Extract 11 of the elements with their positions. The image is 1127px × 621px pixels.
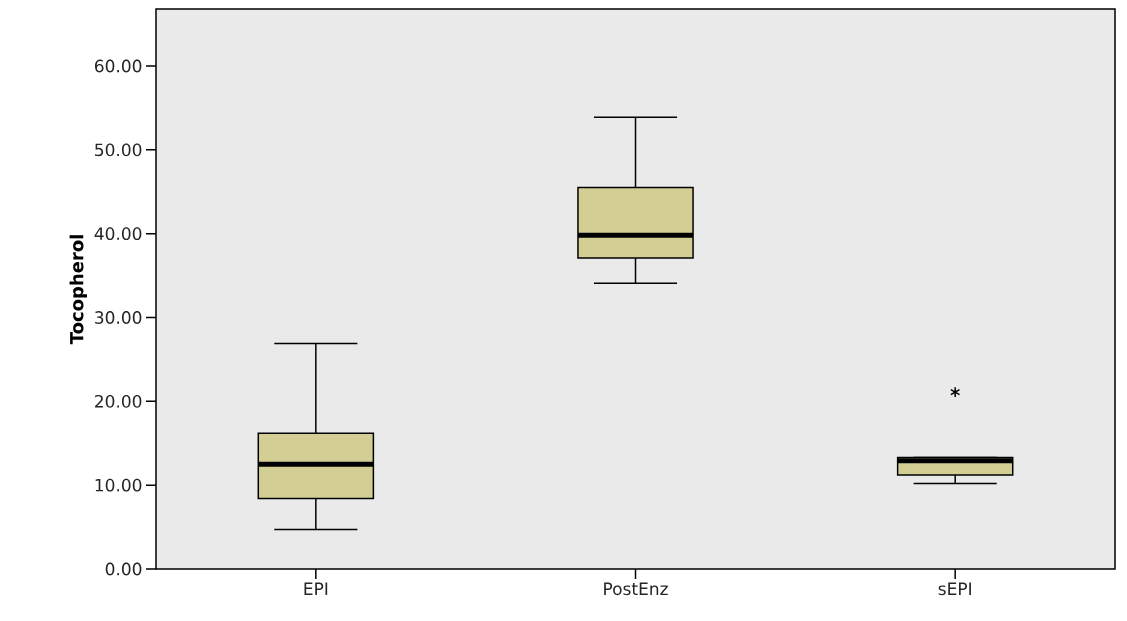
y-tick-label: 30.00 — [95, 311, 142, 324]
y-tick-label: 0.00 — [105, 562, 142, 576]
x-tick-label: sEPI — [938, 582, 971, 596]
y-tick-label: 20.00 — [95, 394, 142, 408]
y-tick-label: 50.00 — [95, 143, 142, 157]
y-tick-label: 10.00 — [95, 478, 142, 492]
y-axis-title: Tocopherol — [69, 235, 87, 345]
y-tick-label: 40.00 — [94, 227, 142, 241]
x-tick-label: PostEnz — [604, 582, 668, 596]
x-tick-label: EPI — [304, 582, 328, 595]
y-tick-label: 60.00 — [95, 59, 142, 73]
